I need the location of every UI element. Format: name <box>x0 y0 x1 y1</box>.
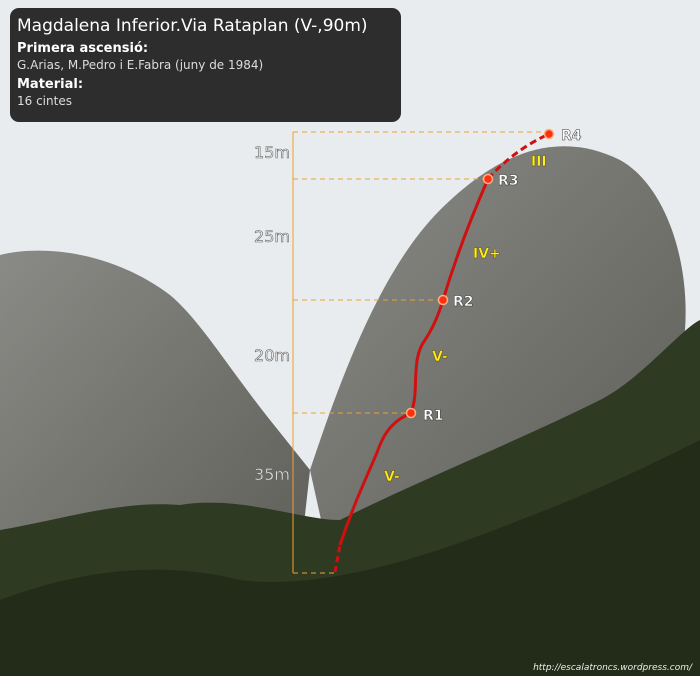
title: Magdalena Inferior.Via Rataplan (V-,90m) <box>17 16 368 36</box>
belay-label: R4 <box>561 128 582 144</box>
belay-label: R1 <box>423 408 444 424</box>
length-label: 15m <box>254 143 290 162</box>
grade-label: V- <box>432 349 448 365</box>
length-label: 35m <box>254 465 290 484</box>
belay-point <box>437 294 449 306</box>
scale <box>292 131 549 574</box>
grade-label: V- <box>384 469 400 485</box>
footer-url: http://escalatroncs.wordpress.com/ <box>533 663 693 673</box>
route-start <box>333 544 342 573</box>
belay-point <box>405 407 417 419</box>
info-box <box>10 8 401 122</box>
belay-point <box>543 128 555 140</box>
field-value: G.Arias, M.Pedro i E.Fabra (juny de 1984… <box>17 58 263 72</box>
grade-label: III <box>531 154 547 170</box>
field-label: Primera ascensió: <box>17 41 148 56</box>
length-label: 25m <box>254 227 290 246</box>
field-value: 16 cintes <box>17 94 72 108</box>
belay-label: R2 <box>453 294 474 310</box>
vegetation-dark <box>0 440 700 676</box>
grade-label: IV+ <box>473 246 501 262</box>
length-label: 20m <box>254 346 290 365</box>
route <box>338 178 490 546</box>
field-label: Material: <box>17 77 83 92</box>
belay-point <box>482 173 494 185</box>
belay-label: R3 <box>498 173 519 189</box>
route-top <box>486 132 550 181</box>
